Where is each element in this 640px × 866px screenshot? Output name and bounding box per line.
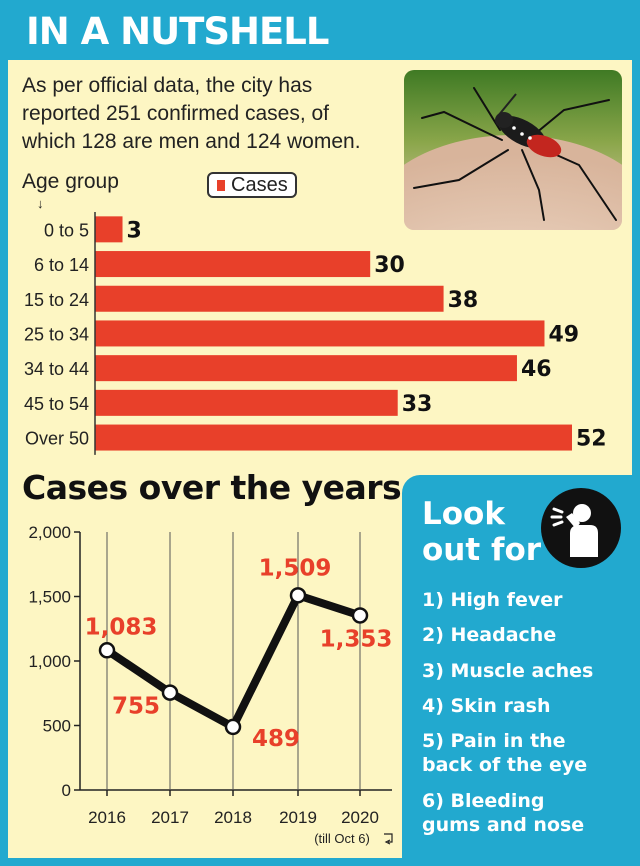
- bar-category-label: 15 to 24: [24, 290, 89, 310]
- bar: [95, 285, 444, 312]
- lookout-title: Look out for: [422, 496, 552, 568]
- symptom-line: 3) Muscle aches: [422, 660, 594, 682]
- bar-category-label: 34 to 44: [24, 359, 89, 379]
- bar-category-label: Over 50: [25, 429, 89, 449]
- headline: IN A NUTSHELL: [26, 10, 329, 53]
- data-value-label: 1,353: [320, 626, 393, 652]
- symptom-item: 3) Muscle aches: [422, 659, 627, 683]
- symptom-item: 5) Pain in the back of the eye: [422, 729, 627, 777]
- symptom-item: 6) Bleeding gums and nose: [422, 789, 627, 837]
- symptom-line: 2) Headache: [422, 624, 557, 646]
- coughing-person-icon: [540, 487, 622, 569]
- data-point: [289, 587, 307, 604]
- bar-value-label: 33: [402, 392, 433, 417]
- bar-value-label: 46: [521, 357, 552, 382]
- intro-text: As per official data, the city has repor…: [22, 74, 361, 153]
- y-tick-label: 1,000: [28, 652, 71, 671]
- data-point: [224, 718, 242, 736]
- y-tick-label: 1,500: [28, 588, 71, 607]
- symptom-line: 6) Bleeding: [422, 790, 545, 812]
- bar: [95, 389, 398, 416]
- symptom-item: 1) High fever: [422, 588, 627, 612]
- lookout-title-line2: out for: [422, 532, 542, 568]
- data-point: [98, 642, 116, 659]
- bar-value-label: 52: [576, 427, 607, 452]
- y-tick-label: 500: [43, 717, 71, 736]
- bar: [95, 320, 545, 347]
- x-tick-note: (till Oct 6): [314, 831, 370, 846]
- line-chart-title: Cases over the years: [22, 468, 402, 507]
- x-tick-label: 2016: [88, 808, 126, 827]
- age-group-arrow-icon: ↓: [37, 196, 44, 211]
- bar: [95, 355, 517, 382]
- data-value-label: 489: [252, 726, 300, 752]
- y-tick-label: 2,000: [28, 523, 71, 542]
- data-point: [161, 684, 179, 701]
- bar-value-label: 3: [127, 218, 142, 243]
- y-tick-label: 0: [62, 781, 71, 800]
- note-arrow-icon: [384, 833, 393, 845]
- bar-value-label: 38: [448, 288, 479, 313]
- mosquito-photo: [404, 70, 622, 230]
- symptom-item: 2) Headache: [422, 623, 627, 647]
- symptom-item: 4) Skin rash: [422, 694, 627, 718]
- bar: [95, 216, 123, 243]
- symptom-line: back of the eye: [422, 754, 588, 776]
- bar-legend: Cases: [207, 172, 297, 198]
- x-tick-label: 2017: [151, 808, 189, 827]
- data-value-label: 1,083: [85, 614, 158, 640]
- lookout-title-line1: Look: [422, 496, 505, 532]
- x-tick-label: 2019: [279, 808, 317, 827]
- bar-category-label: 6 to 14: [34, 255, 89, 275]
- symptom-line: 1) High fever: [422, 589, 563, 611]
- x-tick-label: 2020: [341, 808, 379, 827]
- bar-category-label: 25 to 34: [24, 324, 89, 344]
- symptom-line: 4) Skin rash: [422, 695, 551, 717]
- bar: [95, 424, 572, 451]
- bar-category-label: 0 to 5: [44, 220, 89, 240]
- bar-category-label: 45 to 54: [24, 394, 89, 414]
- data-point: [351, 607, 369, 624]
- legend-swatch: [217, 180, 225, 191]
- age-group-label: Age group: [22, 170, 119, 193]
- bar-value-label: 30: [374, 253, 405, 278]
- data-value-label: 755: [112, 694, 160, 720]
- bar: [95, 251, 371, 278]
- x-tick-label: 2018: [214, 808, 252, 827]
- bar-value-label: 49: [548, 322, 579, 347]
- symptom-line: gums and nose: [422, 814, 585, 836]
- data-value-label: 1,509: [259, 555, 332, 581]
- symptom-line: 5) Pain in the: [422, 730, 566, 752]
- legend-label: Cases: [231, 174, 288, 196]
